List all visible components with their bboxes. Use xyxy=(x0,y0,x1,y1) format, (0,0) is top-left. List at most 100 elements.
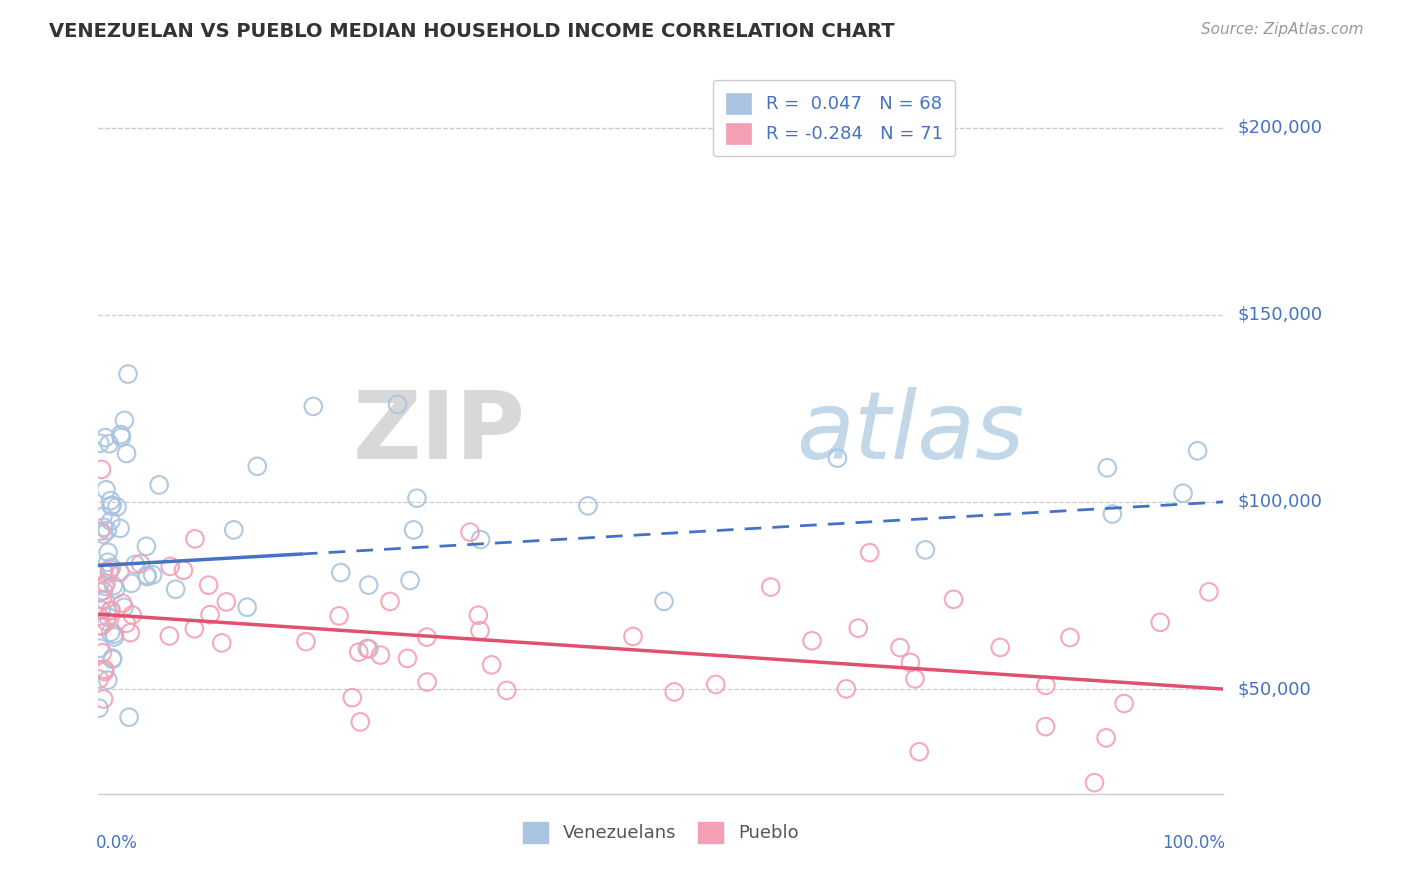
Point xyxy=(481,657,503,672)
Text: 0.0%: 0.0% xyxy=(96,834,138,852)
Point xyxy=(136,568,159,582)
Point xyxy=(246,459,269,474)
Point xyxy=(347,645,370,659)
Point xyxy=(104,582,127,596)
Point xyxy=(114,413,136,427)
Point xyxy=(416,675,439,690)
Point xyxy=(89,672,111,686)
Point xyxy=(942,592,965,607)
Point xyxy=(108,565,131,579)
Point xyxy=(827,451,849,466)
Point xyxy=(356,641,378,656)
Text: 100.0%: 100.0% xyxy=(1163,834,1226,852)
Point xyxy=(89,585,111,599)
Point xyxy=(97,555,120,569)
Legend: Venezuelans, Pueblo: Venezuelans, Pueblo xyxy=(516,814,806,850)
Point xyxy=(112,600,135,615)
Point xyxy=(120,576,142,591)
Point xyxy=(1059,631,1081,645)
Point xyxy=(914,542,936,557)
Point xyxy=(295,634,318,648)
Point xyxy=(859,546,882,560)
Point xyxy=(406,491,429,506)
Text: atlas: atlas xyxy=(796,387,1024,478)
Point xyxy=(801,633,824,648)
Point xyxy=(165,582,187,597)
Point xyxy=(211,636,233,650)
Point xyxy=(101,652,124,666)
Point xyxy=(110,427,132,442)
Point xyxy=(1114,697,1136,711)
Point xyxy=(468,624,491,638)
Point xyxy=(159,559,181,574)
Point xyxy=(124,558,146,572)
Point xyxy=(759,580,782,594)
Point xyxy=(94,483,117,497)
Point xyxy=(908,745,931,759)
Point xyxy=(96,615,118,629)
Point xyxy=(97,673,120,687)
Point xyxy=(142,567,165,582)
Point xyxy=(458,525,481,540)
Point xyxy=(467,608,489,623)
Point xyxy=(91,592,114,607)
Point xyxy=(93,665,115,679)
Point xyxy=(93,565,115,579)
Point xyxy=(100,514,122,528)
Point xyxy=(197,578,219,592)
Point xyxy=(1035,720,1057,734)
Point xyxy=(148,478,170,492)
Point xyxy=(1083,775,1105,789)
Point xyxy=(121,608,143,623)
Point xyxy=(129,557,152,571)
Point xyxy=(100,604,122,618)
Point xyxy=(172,563,194,577)
Point xyxy=(101,651,124,665)
Point xyxy=(1171,486,1194,500)
Point xyxy=(1035,678,1057,692)
Text: $150,000: $150,000 xyxy=(1237,306,1322,324)
Point xyxy=(664,685,686,699)
Point xyxy=(93,692,115,706)
Point xyxy=(91,583,114,598)
Point xyxy=(328,608,350,623)
Point xyxy=(100,499,122,513)
Point xyxy=(1187,443,1209,458)
Point xyxy=(115,616,138,631)
Point xyxy=(1198,585,1220,599)
Text: VENEZUELAN VS PUEBLO MEDIAN HOUSEHOLD INCOME CORRELATION CHART: VENEZUELAN VS PUEBLO MEDIAN HOUSEHOLD IN… xyxy=(49,22,894,41)
Point xyxy=(621,630,644,644)
Point xyxy=(135,539,157,553)
Point xyxy=(90,603,112,617)
Point xyxy=(215,595,238,609)
Point xyxy=(93,520,115,534)
Point xyxy=(105,500,128,514)
Point xyxy=(1097,460,1119,475)
Point xyxy=(103,627,125,641)
Point xyxy=(470,533,492,547)
Point xyxy=(100,493,122,508)
Text: $200,000: $200,000 xyxy=(1237,119,1322,136)
Point xyxy=(357,578,380,592)
Point xyxy=(652,594,675,608)
Point xyxy=(222,523,245,537)
Point xyxy=(94,576,117,591)
Point xyxy=(103,630,125,644)
Point xyxy=(329,566,352,580)
Point xyxy=(98,436,121,450)
Point xyxy=(89,641,111,656)
Point xyxy=(91,509,114,524)
Point xyxy=(399,574,422,588)
Point xyxy=(91,646,114,660)
Point xyxy=(89,436,111,450)
Point xyxy=(97,609,120,624)
Point xyxy=(110,430,132,444)
Point xyxy=(349,714,371,729)
Point xyxy=(1101,507,1123,521)
Point xyxy=(402,523,425,537)
Point xyxy=(988,640,1011,655)
Point xyxy=(96,524,118,538)
Point xyxy=(387,397,409,411)
Point xyxy=(94,579,117,593)
Point xyxy=(184,532,207,546)
